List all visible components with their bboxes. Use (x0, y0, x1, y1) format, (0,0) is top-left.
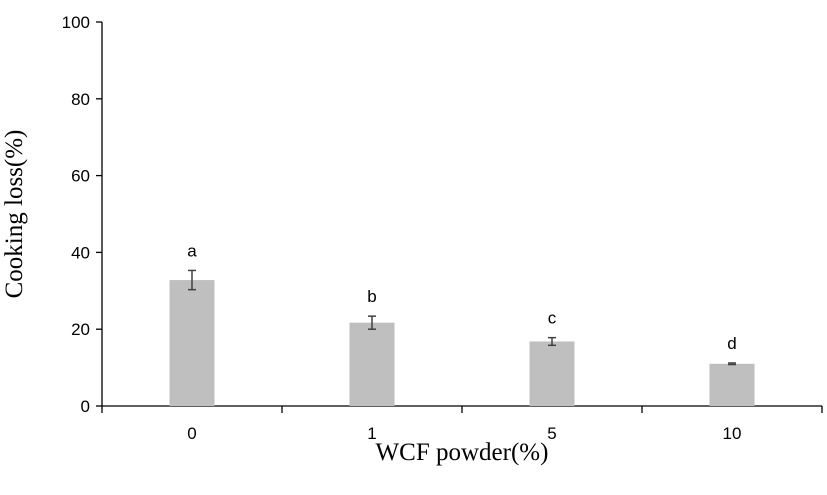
error-bar-1 (368, 315, 376, 330)
bars (169, 280, 755, 406)
y-axis-title: Cooking loss(%) (1, 130, 28, 299)
error-bar-10 (728, 362, 736, 366)
y-tick-label: 60 (71, 167, 90, 186)
bar-10 (709, 363, 755, 406)
y-tick-label: 20 (71, 320, 90, 339)
bar-1 (349, 322, 395, 406)
x-axis-title: WCF powder(%) (376, 439, 549, 466)
x-tick-label: 1 (367, 424, 376, 443)
significance-letter: b (367, 287, 376, 306)
y-tick-label: 80 (71, 90, 90, 109)
error-bar-0 (188, 269, 196, 291)
error-bars (188, 269, 736, 366)
bar-0 (169, 280, 215, 406)
y-axis: 0 20 40 60 80 100 (62, 13, 103, 416)
significance-letter: c (548, 309, 557, 328)
significance-letter: a (187, 241, 197, 260)
y-tick-label: 0 (81, 397, 90, 416)
y-tick-label: 40 (71, 243, 90, 262)
x-tick-label: 0 (187, 424, 196, 443)
x-tick-label: 5 (547, 424, 556, 443)
significance-letter: d (727, 334, 736, 353)
x-tick-label: 10 (723, 424, 742, 443)
significance-letters: a b c d (187, 241, 736, 353)
bar-5 (529, 341, 575, 406)
error-bar-5 (548, 336, 556, 347)
y-tick-label: 100 (62, 13, 90, 32)
x-axis: 0 1 5 10 (101, 405, 823, 443)
